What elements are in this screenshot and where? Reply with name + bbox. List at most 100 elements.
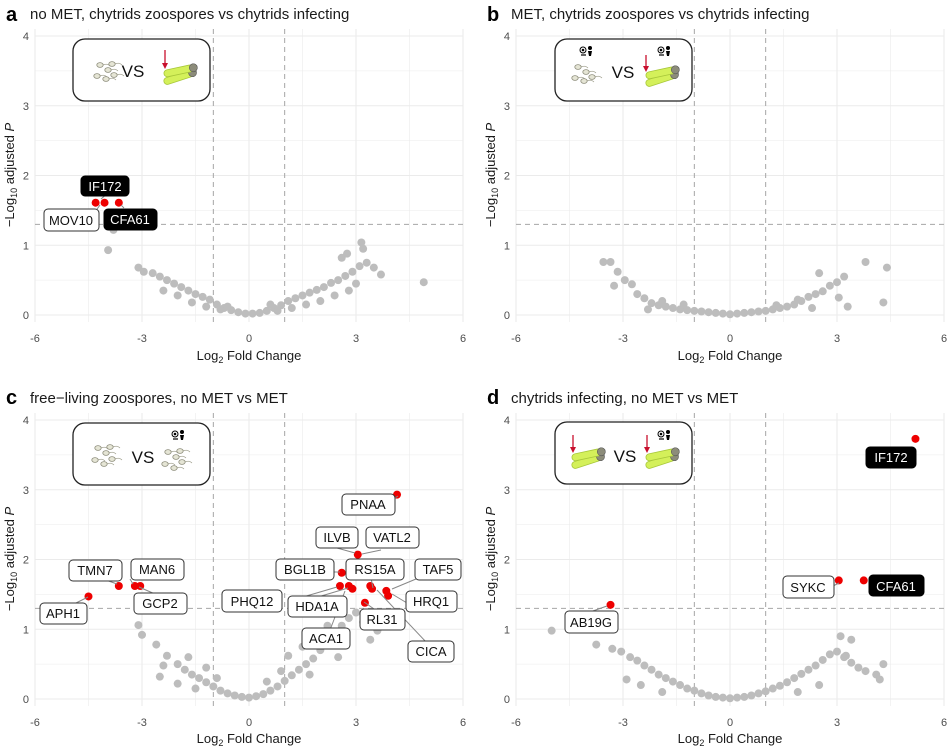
ns-point: [266, 300, 275, 309]
gene-label-text: HRQ1: [413, 594, 449, 609]
ns-point: [209, 682, 218, 691]
ns-point: [187, 298, 196, 307]
ns-point: [344, 286, 353, 295]
threshold-lines: [516, 29, 944, 322]
ns-point: [617, 647, 626, 656]
infecting-chytrid-icon: [570, 435, 607, 471]
y-tick-label: 1: [504, 240, 510, 252]
ns-point: [772, 301, 781, 310]
ns-point: [287, 304, 296, 313]
ns-point: [294, 665, 303, 674]
panel-title: no MET, chytrids zoospores vs chytrids i…: [30, 6, 349, 23]
ns-point: [348, 267, 357, 276]
ns-point: [366, 635, 375, 644]
ns-point: [854, 663, 863, 672]
ns-point: [309, 654, 318, 663]
gene-label: PNAA: [341, 493, 396, 516]
gene-label: ACA1: [301, 627, 351, 650]
ns-point: [248, 309, 257, 318]
ns-point: [747, 691, 756, 700]
inset-box: VS: [554, 421, 693, 485]
gene-label-text: APH1: [46, 606, 80, 621]
infecting-chytrid-icon: [643, 55, 681, 89]
ns-point: [840, 272, 849, 281]
gene-label: BGL1B: [275, 558, 335, 581]
y-tick-label: 4: [504, 31, 510, 43]
gene-label-text: AB19G: [570, 615, 612, 630]
ns-point: [152, 640, 161, 649]
y-axis-label: −Log10 adjusted P: [2, 506, 19, 611]
ns-point: [287, 671, 296, 680]
gene-label: IF172: [865, 446, 917, 469]
gene-labels: IF172 MOV10 CFA61: [43, 175, 158, 232]
ns-point: [266, 686, 275, 695]
significant-point: [353, 550, 362, 559]
ns-point: [262, 306, 271, 315]
ns-point: [861, 667, 870, 676]
ns-point: [610, 281, 619, 290]
significant-point: [911, 434, 920, 443]
x-tick-label: -6: [511, 717, 521, 729]
y-tick-label: 4: [504, 415, 510, 427]
ns-point: [547, 626, 556, 635]
panel-letter: b: [487, 4, 499, 26]
threshold-lines: [516, 413, 944, 706]
ns-point: [658, 297, 667, 306]
ns-point: [223, 302, 232, 311]
gene-label: APH1: [39, 602, 88, 625]
ns-point: [711, 692, 720, 701]
ns-point: [298, 291, 307, 300]
inset-vs-text: VS: [132, 448, 155, 467]
significant-point: [384, 591, 393, 600]
panel-title: free−living zoospores, no MET vs MET: [30, 390, 288, 407]
ns-point: [170, 279, 179, 288]
ns-point: [833, 278, 841, 287]
ns-point: [733, 309, 742, 318]
x-axis-label: Log2 Fold Change: [678, 348, 783, 365]
gene-labels: TMN7 MAN6 APH1 GCP2 PNAA ILVB VATL2 BGL1…: [39, 493, 462, 663]
significant-point: [91, 198, 100, 207]
gene-label: RS15A: [345, 558, 405, 581]
ns-point: [284, 651, 293, 660]
ns-point: [740, 692, 749, 701]
ns-point: [834, 293, 843, 302]
y-axis-label: −Log10 adjusted P: [2, 122, 19, 227]
gene-label: ILVB: [315, 526, 359, 549]
ns-point: [184, 286, 193, 295]
ns-point: [241, 309, 250, 318]
ns-point: [711, 308, 720, 317]
ns-point: [843, 302, 852, 311]
ns-point: [343, 249, 352, 258]
ns-point: [811, 290, 820, 299]
y-tick-label: 2: [23, 171, 29, 183]
ns-point: [690, 686, 699, 695]
ns-point: [592, 640, 601, 649]
gene-label-text: CFA61: [876, 579, 916, 594]
ns-point: [376, 270, 385, 279]
ns-point: [305, 288, 314, 297]
ns-point: [359, 244, 368, 253]
data-points: [91, 198, 428, 318]
y-tick-label: 3: [504, 485, 510, 497]
inset-box: VS: [554, 38, 693, 102]
ns-point: [173, 660, 182, 669]
gene-label: CFA61: [868, 574, 925, 597]
gene-label-text: CICA: [415, 644, 446, 659]
ns-point: [352, 279, 360, 288]
ns-point: [341, 271, 350, 280]
y-tick-label: 2: [23, 555, 29, 567]
gene-label: HRQ1: [405, 590, 458, 613]
ns-point: [668, 304, 677, 313]
ns-point: [640, 661, 649, 670]
x-tick-label: -3: [137, 717, 147, 729]
ns-point: [234, 308, 243, 317]
ns-point: [882, 263, 891, 272]
significant-point: [606, 600, 615, 609]
ns-point: [202, 663, 211, 672]
ns-point: [334, 653, 343, 662]
ns-point: [273, 682, 282, 691]
ns-point: [277, 667, 286, 676]
significant-point: [368, 584, 377, 593]
ns-point: [640, 294, 649, 303]
